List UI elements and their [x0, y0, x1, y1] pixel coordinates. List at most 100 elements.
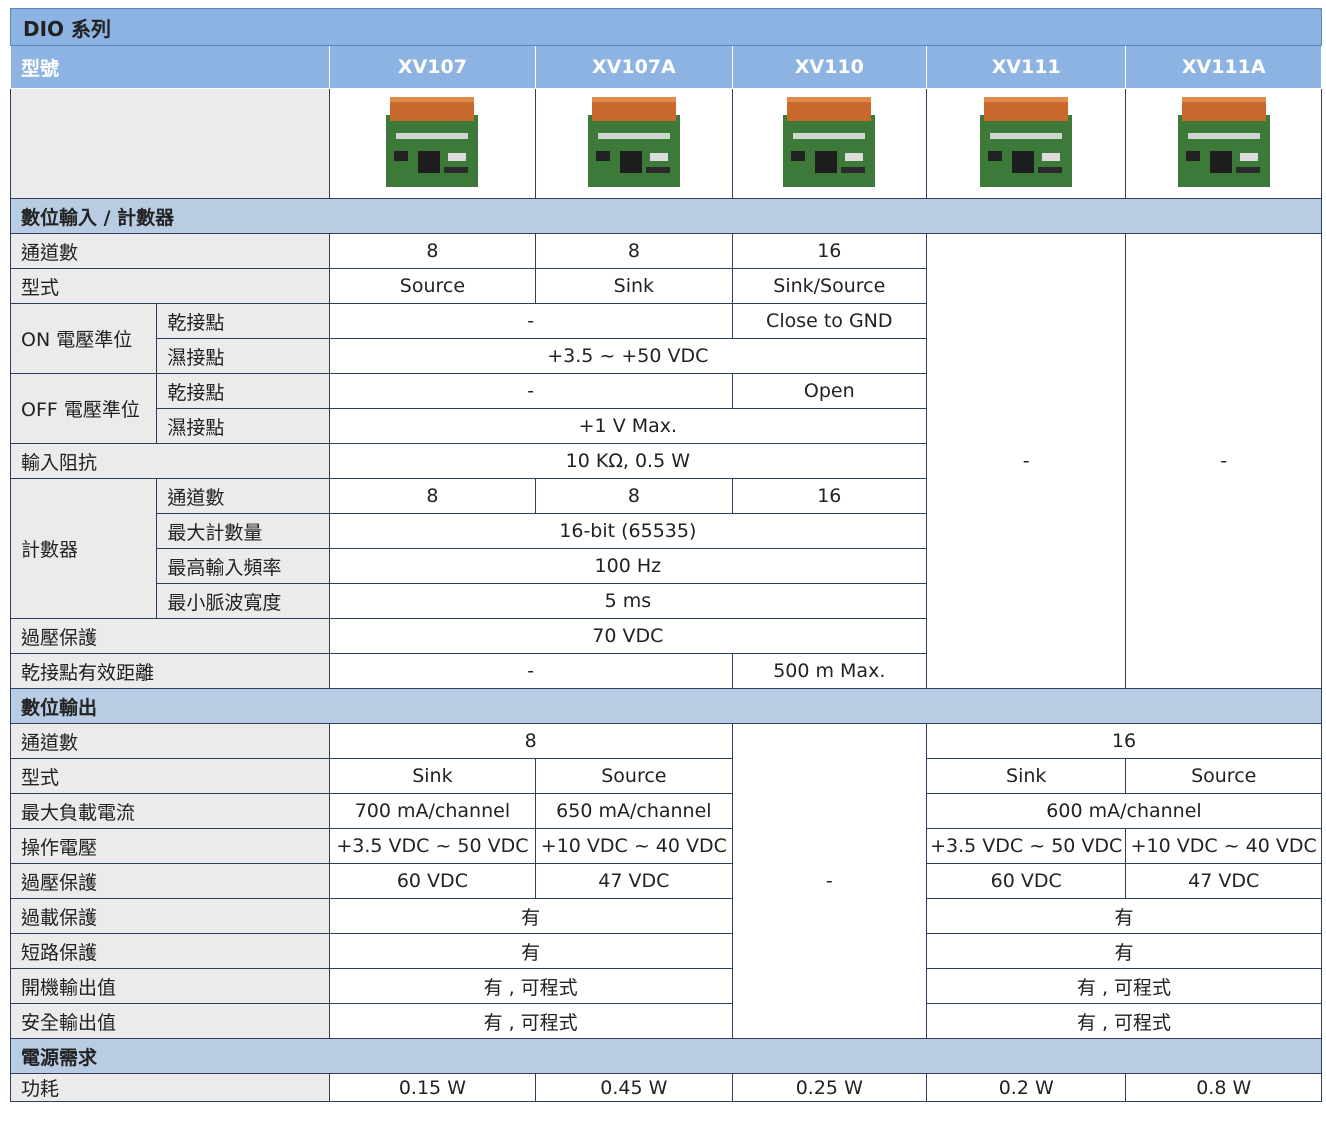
cell: 有 , 可程式: [926, 968, 1322, 1004]
cell: 有: [926, 933, 1322, 969]
spec-table: DIO 系列 型號 XV107 XV107A XV110 XV111 XV111A 數位…: [9, 8, 1322, 1102]
label-cell: 最大計數量: [156, 513, 330, 549]
cell: -: [328, 653, 733, 689]
row: 操作電壓 +3.5 VDC ~ 50 VDC +10 VDC ~ 40 VDC +3.…: [10, 828, 1322, 864]
cell: +3.5 VDC ~ 50 VDC: [925, 828, 1127, 864]
row: DIO 系列: [10, 8, 1322, 46]
cell: 70 VDC: [328, 618, 928, 654]
cell: 數位輸入 / 計數器: [10, 198, 1322, 234]
row: 計數器 通道數 8 8 16: [9, 478, 1322, 619]
cell: Source: [1125, 758, 1322, 794]
cell: +3.5 ~ +50 VDC: [328, 338, 928, 374]
label-cell: 最高輸入頻率: [156, 548, 330, 584]
label-cell: 功耗: [10, 1073, 330, 1102]
label-cell: OFF 電壓準位: [9, 373, 158, 444]
label-cell: 乾接點: [156, 373, 330, 409]
cell: +3.5 VDC ~ 50 VDC: [328, 828, 537, 864]
row: ON 電壓準位 乾接點 - Close to GND: [9, 303, 1322, 374]
cell: 8: [535, 233, 733, 269]
row: 功耗 0.15 W 0.45 W 0.25 W 0.2 W 0.8 W: [10, 1073, 1322, 1102]
cell: 有: [328, 898, 733, 934]
row: 過壓保護 70 VDC: [10, 618, 1322, 654]
image-cell: [1125, 88, 1322, 199]
label-cell: 過載保護: [10, 898, 330, 934]
label-cell: ON 電壓準位: [9, 303, 158, 374]
product-image: [1177, 97, 1270, 187]
label-cell: 通道數: [156, 478, 330, 514]
cell: 47 VDC: [535, 863, 733, 899]
row: 濕接點 +3.5 ~ +50 VDC: [11, 338, 1322, 374]
cell: 0.45 W: [535, 1073, 733, 1102]
cell: 0.2 W: [925, 1073, 1127, 1102]
cell: Source: [328, 268, 537, 304]
cell: 0.15 W: [328, 1073, 537, 1102]
cell: 有 , 可程式: [328, 968, 733, 1004]
cell: 47 VDC: [1125, 863, 1322, 899]
row: 通道數 8 8 16- -: [10, 233, 1322, 689]
label-cell: 最大負載電流: [10, 793, 330, 829]
image-cell: [535, 88, 733, 199]
label-cell: 最小脈波寬度: [156, 583, 330, 619]
row: 型式 Sink Source Sink Source: [10, 758, 1322, 794]
cell: XV110: [731, 45, 928, 89]
product-image: [386, 97, 479, 187]
row: 數位輸出: [10, 688, 1322, 724]
product-image: [783, 97, 876, 187]
row: 輸入阻抗 10 KΩ, 0.5 W: [10, 443, 1322, 479]
cell: 60 VDC: [328, 863, 537, 899]
row: 電源需求: [10, 1038, 1322, 1074]
label-cell: 型式: [10, 268, 330, 304]
label-cell: 通道數: [10, 723, 330, 759]
label-cell: 過壓保護: [10, 618, 330, 654]
row: 最小脈波寬度 5 ms: [11, 583, 1322, 619]
image-cell: [731, 88, 928, 199]
row: 乾接點有效距離 -500 m Max.: [10, 653, 1322, 689]
product-image: [587, 97, 680, 187]
image-cell: [925, 88, 1127, 199]
cell: 60 VDC: [925, 863, 1127, 899]
cell: 有: [328, 933, 733, 969]
cell: Sink/Source: [731, 268, 928, 304]
cell: 8: [328, 723, 733, 759]
label-cell: 輸入阻抗: [10, 443, 330, 479]
cell: +1 V Max.: [328, 408, 928, 444]
cell: XV107: [328, 45, 537, 89]
row: 過載保護有有: [10, 898, 1322, 934]
cell: Sink: [328, 758, 537, 794]
cell: +10 VDC ~ 40 VDC: [535, 828, 733, 864]
cell: 有 , 可程式: [926, 1003, 1322, 1039]
cell: 500 m Max.: [731, 653, 928, 689]
label-cell: 安全輸出值: [10, 1003, 330, 1039]
label-cell: 型式: [10, 758, 330, 794]
cell: 0.25 W: [731, 1073, 928, 1102]
product-image: [980, 97, 1073, 187]
label-cell: 短路保護: [10, 933, 330, 969]
cell: -: [1125, 233, 1322, 689]
cell: 0.8 W: [1125, 1073, 1322, 1102]
label-cell: 型號: [10, 45, 330, 89]
cell: -: [328, 303, 733, 339]
row: 型號 XV107 XV107A XV110 XV111 XV111A: [10, 45, 1322, 89]
row: 型式 Source Sink Sink/Source: [10, 268, 1322, 304]
label-cell: 通道數: [10, 233, 330, 269]
cell: 700 mA/channel: [328, 793, 537, 829]
cell: Close to GND: [731, 303, 928, 339]
cell: -: [925, 233, 1127, 689]
cell: XV111A: [1125, 45, 1322, 89]
cell: 10 KΩ, 0.5 W: [328, 443, 928, 479]
cell: 8: [328, 478, 537, 514]
row: 最大負載電流 700 mA/channel 650 mA/channel 600 mA…: [10, 793, 1322, 829]
row: 開機輸出值有 , 可程式有 , 可程式: [10, 968, 1322, 1004]
cell: 16-bit (65535): [328, 513, 928, 549]
cell: Sink: [535, 268, 733, 304]
row: 過壓保護 60 VDC 47 VDC 60 VDC 47 VDC: [10, 863, 1322, 899]
cell: DIO 系列: [10, 8, 1322, 46]
cell: 5 ms: [328, 583, 928, 619]
cell: 16: [731, 233, 928, 269]
cell: -: [731, 723, 928, 1039]
cell: XV111: [925, 45, 1127, 89]
cell: Sink: [925, 758, 1127, 794]
row: 通道數 8-16: [10, 723, 1322, 1039]
cell: 16: [731, 478, 928, 514]
label-cell: 乾接點有效距離: [10, 653, 330, 689]
